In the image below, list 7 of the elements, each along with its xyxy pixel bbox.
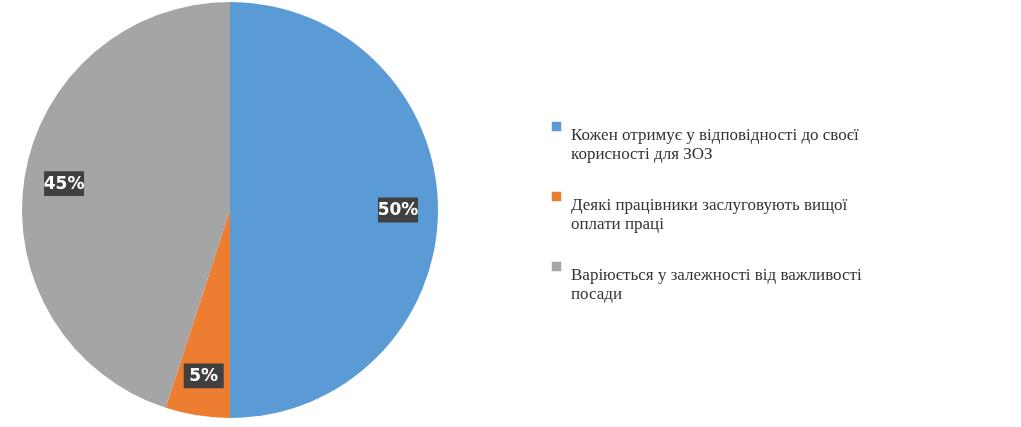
pie-slice (22, 2, 230, 408)
pie-slice (165, 210, 230, 418)
legend-label: Варіюється у залежності від важливості посади (571, 264, 862, 303)
pie-slice (230, 2, 438, 418)
data-label: 5% (189, 364, 219, 385)
legend-label: Деякі працівники заслуговують вищої оплати праці (571, 194, 848, 233)
legend-label: Кожен отримує у відповідності до своєї корисності для ЗОЗ (571, 124, 860, 163)
